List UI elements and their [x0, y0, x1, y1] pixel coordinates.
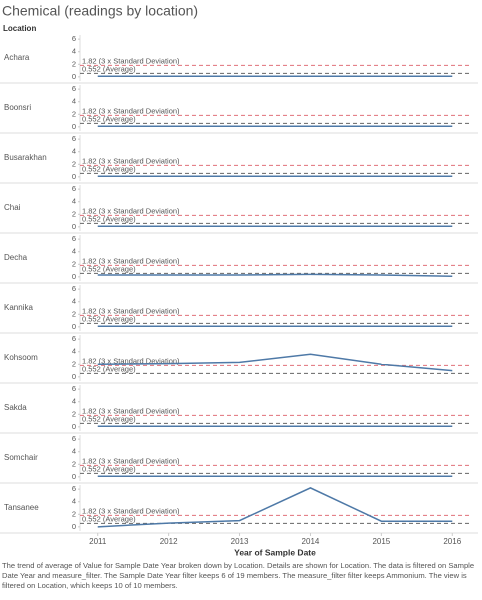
reference-label: 0.552 (Average): [82, 164, 136, 173]
y-tick-label: 4: [72, 297, 76, 306]
reference-label: 1.82 (3 x Standard Deviation): [82, 506, 180, 515]
y-tick-label: 0: [72, 322, 76, 331]
x-tick-label: 2016: [443, 537, 461, 546]
row-label: Chai: [4, 203, 21, 212]
y-tick-label: 2: [72, 109, 76, 118]
y-tick-label: 2: [72, 359, 76, 368]
y-tick-label: 6: [72, 434, 76, 443]
y-tick-label: 6: [72, 284, 76, 293]
y-tick-label: 2: [72, 259, 76, 268]
y-tick-label: 6: [72, 184, 76, 193]
chart-title: Chemical (readings by location): [2, 3, 198, 19]
y-tick-label: 4: [72, 147, 76, 156]
y-tick-label: 0: [72, 422, 76, 431]
row-label: Kannika: [4, 303, 33, 312]
reference-label: 0.552 (Average): [82, 464, 136, 473]
y-tick-label: 2: [72, 509, 76, 518]
y-tick-label: 2: [72, 59, 76, 68]
y-tick-label: 0: [72, 372, 76, 381]
reference-label: 0.552 (Average): [82, 264, 136, 273]
y-tick-label: 2: [72, 409, 76, 418]
series-line: [97, 273, 453, 277]
row-label: Somchair: [4, 453, 38, 462]
x-tick-label: 2015: [372, 537, 390, 546]
y-tick-label: 0: [72, 172, 76, 181]
y-tick-label: 4: [72, 447, 76, 456]
series-line: [97, 353, 453, 372]
chart: Chemical (readings by location) Location…: [0, 3, 478, 557]
series-line: [97, 487, 453, 528]
y-tick-label: 6: [72, 484, 76, 493]
y-tick-label: 4: [72, 197, 76, 206]
y-tick-label: 6: [72, 34, 76, 43]
reference-label: 0.552 (Average): [82, 514, 136, 523]
reference-label: 0.552 (Average): [82, 314, 136, 323]
x-tick-label: 2013: [231, 537, 249, 546]
reference-label: 1.82 (3 x Standard Deviation): [82, 206, 180, 215]
y-tick-label: 6: [72, 334, 76, 343]
row-header: Location: [3, 24, 36, 33]
y-tick-label: 0: [72, 72, 76, 81]
footnote: The trend of average of Value for Sample…: [2, 561, 475, 590]
y-tick-label: 6: [72, 84, 76, 93]
x-tick-label: 2012: [160, 537, 178, 546]
reference-label: 0.552 (Average): [82, 364, 136, 373]
reference-label: 1.82 (3 x Standard Deviation): [82, 256, 180, 265]
y-tick-label: 2: [72, 209, 76, 218]
y-tick-label: 4: [72, 497, 76, 506]
y-tick-label: 2: [72, 159, 76, 168]
row-label: Sakda: [4, 403, 27, 412]
y-tick-label: 4: [72, 347, 76, 356]
reference-label: 1.82 (3 x Standard Deviation): [82, 356, 180, 365]
y-tick-label: 0: [72, 272, 76, 281]
row-label: Busarakhan: [4, 153, 47, 162]
row-label: Tansanee: [4, 503, 39, 512]
reference-label: 0.552 (Average): [82, 214, 136, 223]
x-axis-title: Year of Sample Date: [234, 547, 316, 557]
reference-label: 1.82 (3 x Standard Deviation): [82, 56, 180, 65]
row-label: Boonsri: [4, 103, 31, 112]
row-label: Kohsoom: [4, 353, 38, 362]
reference-label: 1.82 (3 x Standard Deviation): [82, 306, 180, 315]
y-tick-label: 6: [72, 234, 76, 243]
reference-label: 0.552 (Average): [82, 414, 136, 423]
y-tick-label: 4: [72, 97, 76, 106]
reference-label: 1.82 (3 x Standard Deviation): [82, 106, 180, 115]
y-tick-label: 6: [72, 134, 76, 143]
row-label: Decha: [4, 253, 28, 262]
y-tick-label: 6: [72, 384, 76, 393]
y-tick-label: 2: [72, 459, 76, 468]
reference-label: 1.82 (3 x Standard Deviation): [82, 406, 180, 415]
y-tick-label: 0: [72, 522, 76, 531]
reference-label: 1.82 (3 x Standard Deviation): [82, 156, 180, 165]
x-tick-label: 2014: [302, 537, 320, 546]
reference-label: 0.552 (Average): [82, 114, 136, 123]
row-label: Achara: [4, 53, 30, 62]
y-tick-label: 4: [72, 47, 76, 56]
reference-label: 1.82 (3 x Standard Deviation): [82, 456, 180, 465]
y-tick-label: 4: [72, 247, 76, 256]
reference-label: 0.552 (Average): [82, 64, 136, 73]
x-tick-label: 2011: [89, 537, 107, 546]
y-tick-label: 2: [72, 309, 76, 318]
y-tick-label: 0: [72, 122, 76, 131]
y-tick-label: 0: [72, 472, 76, 481]
y-tick-label: 4: [72, 397, 76, 406]
y-tick-label: 0: [72, 222, 76, 231]
